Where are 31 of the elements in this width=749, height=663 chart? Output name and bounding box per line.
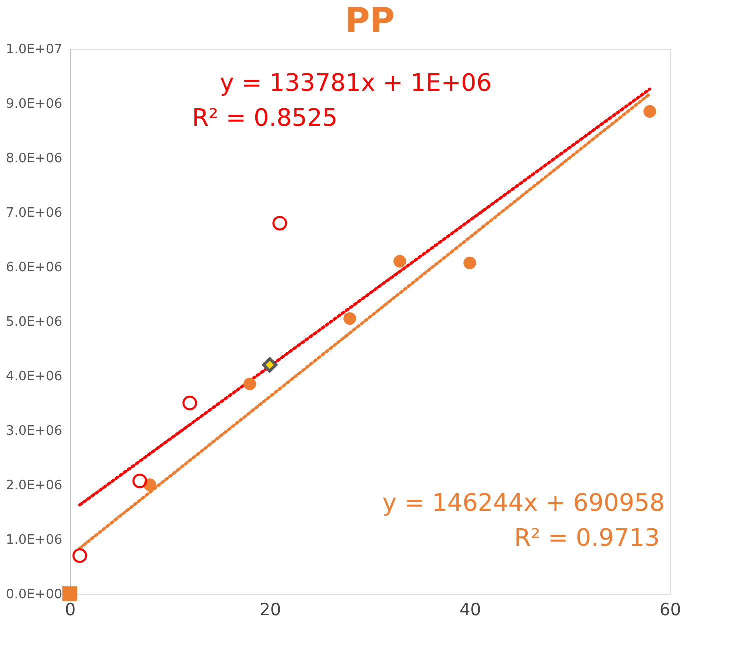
point	[272, 216, 288, 231]
y-tick-label: 7.0E+06	[6, 206, 62, 221]
point	[644, 105, 656, 118]
x-tick-label: 60	[660, 600, 682, 620]
y-tick-label: 4.0E+06	[6, 370, 62, 384]
chart-title: PP	[345, 1, 395, 41]
y-tick-label: 1.0E+07	[6, 42, 62, 58]
point	[182, 396, 198, 411]
y-tick-label: 9.0E+06	[6, 97, 62, 112]
point	[72, 548, 88, 564]
y-tick-label: 2.0E+06	[6, 478, 62, 494]
point	[394, 255, 406, 268]
y-tick-label: 5.0E+06	[6, 315, 62, 330]
y-tick-label: 1.0E+06	[6, 533, 62, 548]
annotation: R² = 0.8525	[192, 104, 338, 132]
annotation: y = 133781x + 1E+06	[220, 69, 492, 97]
annotation: y = 146244x + 690958	[382, 489, 665, 517]
y-tick-label: 3.0E+06	[6, 424, 62, 439]
point	[464, 256, 476, 270]
x-tick-label: 40	[460, 600, 482, 620]
annotation: R² = 0.9713	[514, 524, 660, 552]
y-tick-label: 8.0E+06	[6, 152, 62, 166]
x-tick-label: 20	[260, 600, 282, 620]
y-tick-label: 0.0E+00	[6, 588, 62, 602]
point	[132, 474, 148, 488]
point	[62, 586, 78, 602]
point	[344, 312, 356, 326]
point	[244, 378, 256, 390]
x-tick-label: 0	[65, 600, 76, 620]
y-tick-label: 6.0E+06	[6, 260, 62, 276]
point	[262, 357, 278, 373]
